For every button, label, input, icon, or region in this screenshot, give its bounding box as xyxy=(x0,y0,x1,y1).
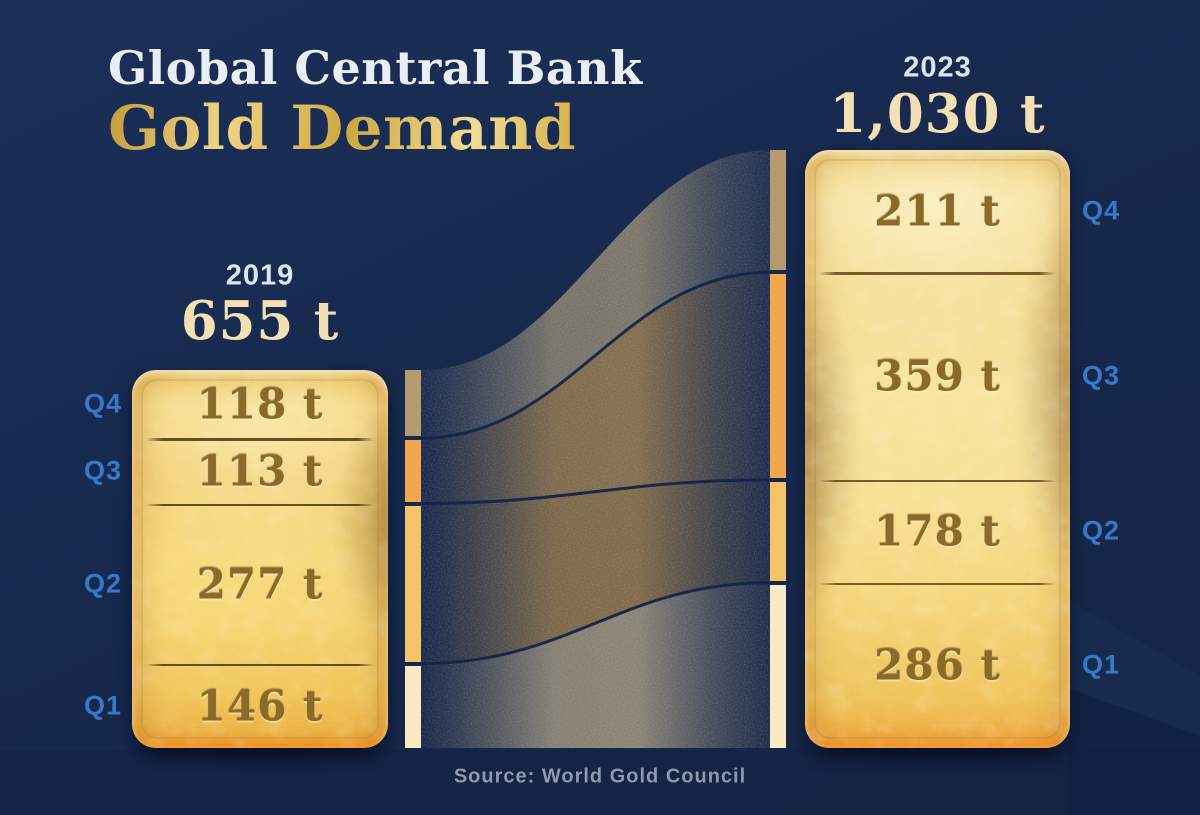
bar-value-2019-q2: 277 t xyxy=(196,559,324,609)
flow-band-grain-dark xyxy=(421,479,770,664)
flow-separator-line xyxy=(420,581,771,666)
quarter-label-2019-q1: Q1 xyxy=(83,690,122,721)
bar-segment-divider xyxy=(146,503,374,506)
bar-segment-divider xyxy=(819,582,1056,586)
mini-strip-2023-q3 xyxy=(770,274,786,478)
year-label-2023: 2023 xyxy=(903,51,972,84)
bar-value-2023-q1: 286 t xyxy=(874,640,1001,690)
bar-value-2019-q1: 146 t xyxy=(196,681,324,731)
title-block: Global Central Bank Gold Demand xyxy=(108,42,643,162)
mini-strip-2023-q1 xyxy=(770,584,786,748)
floor-shading xyxy=(0,750,1200,815)
bar-value-2023-q2: 178 t xyxy=(874,506,1001,556)
gold-bar-2019: 118 t 113 t 277 t 146 t xyxy=(132,369,388,748)
gold-bar-2023: 211 t 359 t 178 t 286 t xyxy=(805,150,1070,748)
bar-segment-divider xyxy=(819,479,1056,483)
mini-strip-2019-q4 xyxy=(405,369,421,437)
quarter-label-2019-q2: Q2 xyxy=(83,568,122,599)
quarter-label-2023-q4: Q4 xyxy=(1082,195,1121,226)
flow-band-grain-dark xyxy=(421,150,770,439)
total-label-2019: 655 t xyxy=(180,290,340,352)
year-label-2019: 2019 xyxy=(225,259,295,292)
flow-separator-line xyxy=(420,478,771,506)
cast-light-wedge xyxy=(1068,600,1200,736)
bar-value-2019-q4: 118 t xyxy=(196,379,324,429)
bar-segment-divider xyxy=(146,663,374,667)
mini-strip-2023-q4 xyxy=(770,150,786,271)
bar-value-2023-q3: 359 t xyxy=(874,351,1001,401)
mini-strip-2019-q3 xyxy=(405,440,421,502)
bar-segment-divider xyxy=(819,272,1056,275)
quarter-label-2023-q2: Q2 xyxy=(1082,515,1121,546)
quarter-label-2019-q4: Q4 xyxy=(83,388,122,419)
bar-value-2023-q4: 211 t xyxy=(874,186,1001,236)
flow-band-grain-dark xyxy=(421,272,770,504)
mini-strip-2019-q1 xyxy=(405,665,421,748)
mini-strip-2023-q2 xyxy=(770,481,786,581)
quarter-label-2023-q3: Q3 xyxy=(1082,360,1121,391)
total-label-2023: 1,030 t xyxy=(829,83,1046,145)
flow-separator-line xyxy=(420,270,771,440)
source-credit: Source: World Gold Council xyxy=(453,765,747,788)
cast-shadow-wedge xyxy=(1068,688,1200,815)
bar-segment-divider xyxy=(146,438,374,441)
mini-strip-2019-q2 xyxy=(405,505,421,662)
quarter-label-2023-q1: Q1 xyxy=(1082,649,1121,680)
title-line-1: Global Central Bank xyxy=(108,41,643,95)
title-line-2: Gold Demand xyxy=(108,96,643,162)
quarter-label-2019-q3: Q3 xyxy=(83,455,122,486)
gold-texture-smudge xyxy=(805,257,865,629)
bar-value-2019-q3: 113 t xyxy=(196,446,324,496)
flow-band-grain-dark xyxy=(421,582,770,748)
